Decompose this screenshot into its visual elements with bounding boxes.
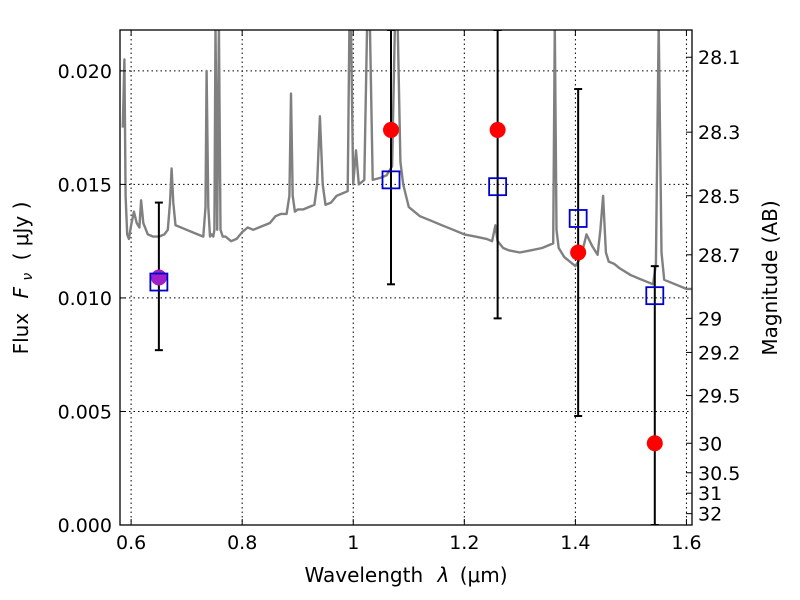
y-tick-label: 0.020 — [58, 61, 112, 83]
observed-point — [645, 286, 665, 306]
axis-ticks: 0.6 0.8 1 1.2 1.4 1.6 0.000 0.005 0.010 0.015 0.02… — [58, 30, 740, 554]
y2-tick-label: 28.7 — [698, 245, 740, 267]
y2-tick-label: 28.3 — [698, 122, 740, 144]
y2-tick-label: 28.1 — [698, 47, 740, 69]
x-axis-label-math: λ — [437, 563, 450, 587]
y-tick-label: 0.010 — [58, 288, 112, 310]
y-tick-label: 0.005 — [58, 401, 112, 423]
x-tick-label: 0.6 — [116, 532, 146, 554]
model-point — [383, 121, 400, 138]
error-bars — [154, 30, 659, 525]
observed-point — [149, 272, 169, 292]
y-tick-label: 0.000 — [58, 515, 112, 537]
spectrum-series — [121, 30, 692, 291]
x-tick-label: 1 — [347, 532, 359, 554]
y-axis-label-sub: ν — [20, 273, 36, 281]
model-point — [150, 269, 167, 286]
spectrum-line — [121, 30, 692, 291]
y-axis-label: Flux F ν ( μJy ) — [9, 202, 37, 355]
y2-tick-label: 29.5 — [698, 386, 740, 408]
y2-tick-label: 29 — [698, 308, 722, 330]
y2-axis-label: Magnitude (AB) — [758, 200, 782, 355]
observed-point — [568, 209, 588, 228]
y2-tick-label: 30.5 — [698, 463, 740, 485]
plot-frame — [119, 29, 693, 526]
data-points — [149, 121, 665, 452]
model-point — [570, 244, 587, 261]
y-axis-label-unit: ( μJy ) — [9, 202, 33, 261]
x-axis-label-text: Wavelength — [304, 563, 423, 587]
x-axis-label-unit: (μm) — [460, 563, 508, 587]
y2-tick-label: 30 — [698, 433, 722, 455]
observed-point — [488, 177, 508, 197]
model-point — [646, 435, 663, 452]
y2-tick-label: 32 — [698, 504, 722, 526]
y2-tick-label: 28.5 — [698, 186, 740, 208]
observed-point — [381, 170, 401, 190]
y-tick-label: 0.015 — [58, 174, 112, 196]
y2-tick-label: 31 — [698, 483, 722, 505]
x-tick-label: 1.6 — [671, 532, 701, 554]
y2-tick-label: 29.2 — [698, 342, 740, 364]
x-tick-label: 1.4 — [560, 532, 590, 554]
x-tick-label: 0.8 — [227, 532, 257, 554]
x-axis-label: Wavelength λ (μm) — [304, 563, 507, 587]
y-axis-label-math: F — [9, 286, 33, 298]
model-point — [489, 121, 506, 138]
x-tick-label: 1.2 — [449, 532, 479, 554]
y-axis-label-text: Flux — [9, 313, 33, 355]
